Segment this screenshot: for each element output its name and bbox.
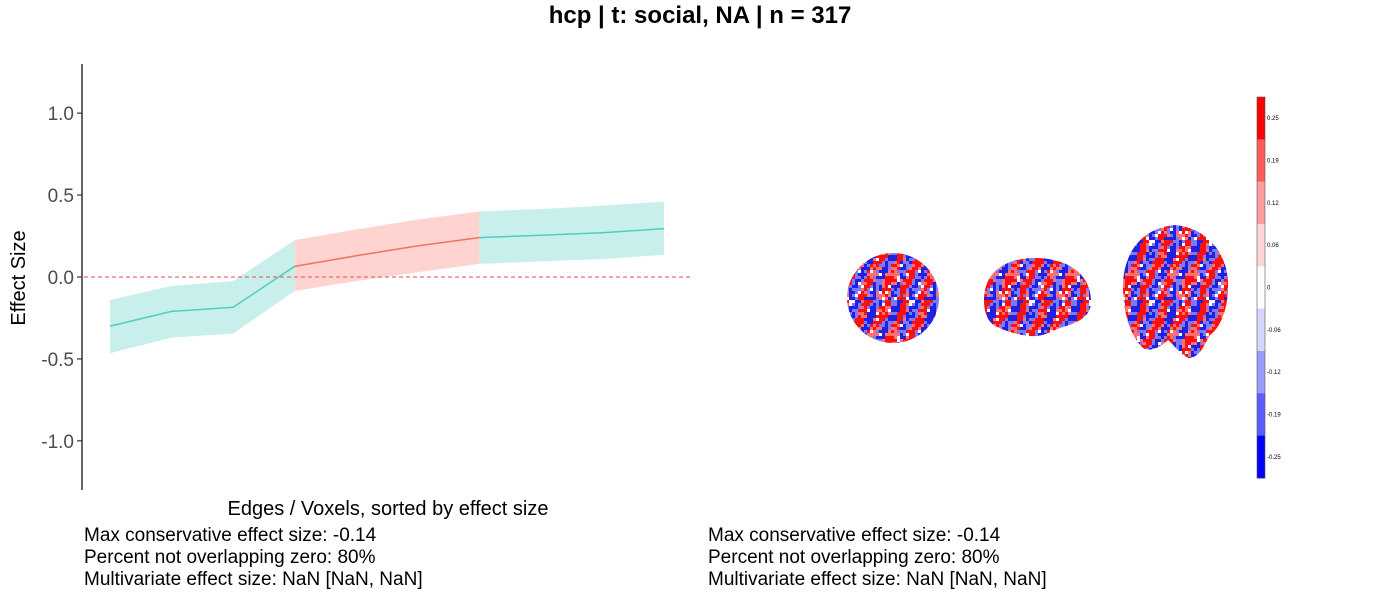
colorbar-label: 0.19	[1267, 159, 1279, 165]
colorbar-label: 0.12	[1267, 201, 1279, 207]
estimate-line-not-overlapping-zero	[109, 265, 296, 327]
chart-title: hcp | t: social, NA | n = 317	[548, 2, 852, 29]
colorbar-segment	[1257, 351, 1265, 394]
colorbar-label: -0.12	[1267, 370, 1281, 376]
max-conservative-effect-size: Max conservative effect size: -0.14	[84, 525, 377, 546]
colorbar: 0.25 0.19 0.12 0.06 0 -0.06 -0.12 -0.19 -0.25	[1256, 96, 1281, 479]
colorbar-segment	[1257, 435, 1265, 479]
coronal-view	[984, 258, 1092, 337]
brain-maps	[847, 225, 1229, 358]
ci-band-not-overlapping-zero	[110, 240, 295, 354]
colorbar-segment	[1257, 308, 1265, 352]
colorbar-segment	[1257, 266, 1265, 310]
colorbar-segment	[1257, 393, 1265, 437]
y-tick-label: 1.0	[48, 104, 74, 125]
y-tick-label: -1.0	[41, 432, 74, 453]
colorbar-label: 0.25	[1267, 116, 1279, 122]
colorbar-label: -0.19	[1267, 413, 1281, 419]
y-axis-label: Effect Size	[8, 230, 30, 325]
colorbar-label: 0	[1267, 286, 1271, 292]
colorbar-segment	[1257, 181, 1265, 225]
multivariate-effect-size: Multivariate effect size: NaN [NaN, NaN]	[708, 569, 1047, 590]
stats-left: Max conservative effect size: -0.14 Perc…	[84, 525, 423, 591]
sagittal-view	[1122, 225, 1229, 358]
percent-not-overlapping-zero: Percent not overlapping zero: 80%	[708, 547, 1000, 568]
colorbar-label: -0.25	[1267, 455, 1281, 461]
colorbar-label: -0.06	[1267, 328, 1281, 334]
axial-view	[847, 253, 939, 343]
x-axis-label: Edges / Voxels, sorted by effect size	[228, 498, 549, 520]
y-ticks: 1.0 0.5 0.0 -0.5 -1.0	[41, 104, 82, 453]
colorbar-segment	[1257, 97, 1265, 140]
colorbar-segment	[1257, 224, 1265, 267]
percent-not-overlapping-zero: Percent not overlapping zero: 80%	[84, 547, 376, 568]
y-tick-label: 0.5	[48, 186, 74, 207]
stats-right: Max conservative effect size: -0.14 Perc…	[708, 525, 1047, 591]
colorbar-label: 0.06	[1267, 243, 1279, 249]
y-tick-label: -0.5	[41, 350, 74, 371]
estimate-lines	[109, 227, 665, 327]
colorbar-segment	[1257, 139, 1265, 183]
ci-band-not-overlapping-zero	[479, 201, 664, 264]
y-tick-label: 0.0	[48, 268, 74, 289]
estimate-line-not-overlapping-zero	[479, 227, 665, 239]
estimate-line-overlapping-zero	[294, 236, 480, 268]
multivariate-effect-size: Multivariate effect size: NaN [NaN, NaN]	[84, 569, 423, 590]
effect-size-chart: 1.0 0.5 0.0 -0.5 -1.0 Effect Size Edges / Vo…	[8, 64, 692, 520]
max-conservative-effect-size: Max conservative effect size: -0.14	[708, 525, 1001, 546]
colorbar-frame	[1256, 96, 1266, 479]
